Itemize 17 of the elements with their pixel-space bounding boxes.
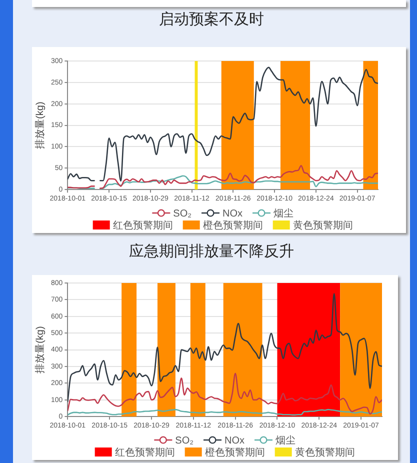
legend-label: NOx bbox=[224, 435, 245, 446]
y-axis-title: 排放量(kg) bbox=[34, 102, 46, 149]
y-axis-title: 排放量(kg) bbox=[34, 326, 46, 374]
legend-label: SO₂ bbox=[173, 208, 192, 220]
legend-label: 黄色预警期间 bbox=[294, 446, 355, 458]
legend-label: SO₂ bbox=[175, 435, 194, 446]
chart-title: 应急期间排放量不降反升 bbox=[128, 241, 295, 262]
legend-label: 黄色预警期间 bbox=[292, 219, 353, 232]
legend-label: 橙色预警期间 bbox=[202, 219, 263, 232]
legend-label: 烟尘 bbox=[276, 434, 296, 446]
legend-label: 红色预警期间 bbox=[112, 219, 173, 232]
legend-label: NOx bbox=[222, 208, 243, 220]
line-series bbox=[68, 293, 382, 402]
chart-title: 启动预案不及时 bbox=[158, 9, 265, 30]
legend-label: 烟尘 bbox=[274, 207, 294, 220]
legend-label: 红色预警期间 bbox=[114, 446, 175, 458]
legend-label: 橙色预警期间 bbox=[204, 446, 265, 458]
